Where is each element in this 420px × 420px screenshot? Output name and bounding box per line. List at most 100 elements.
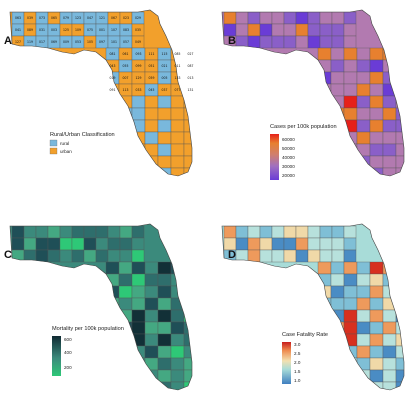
county (356, 119, 371, 133)
county (118, 131, 133, 145)
county (369, 155, 384, 169)
county (295, 249, 309, 263)
county (317, 107, 332, 121)
county-code: 043 (110, 64, 116, 68)
county (107, 237, 121, 251)
panel-a-map (10, 10, 192, 176)
county (59, 237, 73, 251)
panel-label-d: D (228, 249, 236, 261)
county (356, 95, 371, 109)
county-code: 125 (63, 28, 69, 32)
county (144, 273, 159, 287)
county (170, 273, 185, 287)
county (283, 225, 297, 239)
county (118, 333, 133, 347)
county (183, 309, 192, 323)
county-code: 085 (175, 52, 181, 56)
panel-label-a: A (4, 35, 12, 47)
county-code: 063 (15, 16, 21, 20)
county (395, 167, 404, 176)
county (157, 333, 172, 347)
county (170, 167, 185, 176)
county (307, 225, 321, 239)
county (317, 131, 332, 145)
county (343, 261, 358, 275)
legend-tick-d: 2.0 (294, 360, 301, 365)
county (343, 345, 358, 359)
county (157, 345, 172, 359)
county (395, 381, 404, 390)
county-code: 053 (75, 40, 81, 44)
county (395, 143, 404, 157)
legend-tick-d: 2.5 (294, 351, 301, 356)
county (331, 237, 345, 251)
county (382, 309, 397, 323)
county (331, 249, 345, 263)
county (283, 249, 297, 263)
county (356, 333, 371, 347)
county (235, 237, 249, 251)
legend-tick-c: 200 (64, 365, 72, 370)
county (118, 357, 133, 371)
county (343, 167, 358, 176)
county (382, 273, 397, 287)
county (144, 333, 159, 347)
legend-tick-b: 50000 (282, 146, 295, 151)
county (131, 273, 146, 287)
county (157, 107, 172, 121)
county (330, 155, 345, 169)
legend-b: Cases per 100k population 60000 50000 40… (270, 124, 337, 180)
county (131, 237, 145, 251)
county (144, 321, 159, 335)
county (369, 357, 384, 371)
county-code: 083 (123, 28, 129, 32)
county (183, 261, 192, 275)
county (183, 381, 192, 390)
county (319, 249, 333, 263)
county (259, 237, 273, 251)
county-code: 081 (110, 52, 116, 56)
county (343, 321, 358, 335)
county (157, 143, 172, 157)
county (105, 273, 120, 287)
county-code: 037 (162, 88, 168, 92)
county (330, 273, 345, 287)
county-code: 097 (99, 40, 105, 44)
county (118, 107, 133, 121)
county (183, 119, 192, 133)
county (330, 345, 345, 359)
legend-label-urban: urban (60, 149, 72, 154)
county (343, 273, 358, 287)
county (331, 35, 345, 49)
county (331, 11, 345, 25)
county (183, 107, 192, 121)
county (330, 261, 345, 275)
county (382, 155, 397, 169)
county (170, 155, 185, 169)
legend-tick-d: 3.0 (294, 342, 301, 347)
county (343, 285, 358, 299)
county (235, 23, 249, 37)
county (331, 225, 345, 239)
county (369, 333, 384, 347)
legend-title-d: Case Fatality Rate (282, 332, 328, 338)
county-code: 089 (27, 28, 33, 32)
legend-colorbar-d (282, 342, 291, 384)
county-code: 107 (111, 28, 117, 32)
county (295, 237, 309, 251)
county (382, 333, 397, 347)
county (170, 309, 185, 323)
county (330, 381, 345, 390)
county (283, 11, 297, 25)
county (131, 321, 146, 335)
county (131, 107, 146, 121)
county (343, 23, 357, 37)
county (356, 321, 371, 335)
county (247, 249, 261, 263)
county (183, 321, 192, 335)
county (395, 273, 404, 287)
county (105, 309, 120, 323)
county (343, 11, 357, 25)
county (356, 83, 371, 97)
